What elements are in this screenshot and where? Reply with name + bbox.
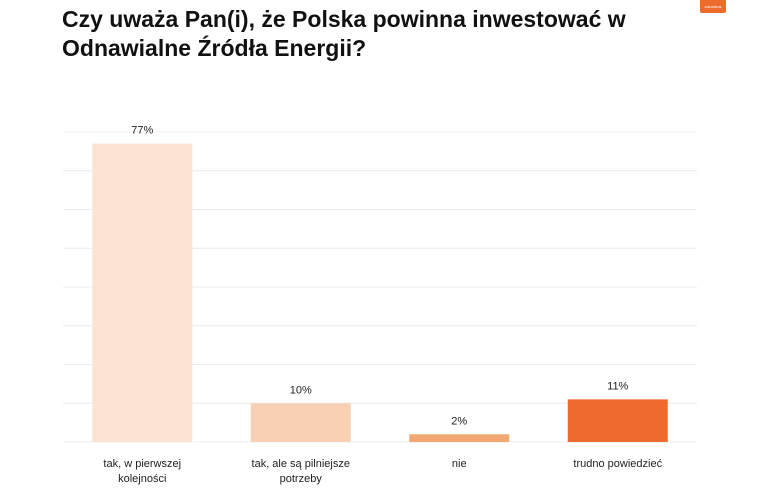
bar [409,434,510,442]
value-label: 10% [290,384,312,396]
chart-title: Czy uważa Pan(i), że Polska powinna inwe… [62,6,626,61]
category-labels: tak, w pierwszej kolejności tak, ale są pi… [103,458,662,485]
category-label: kolejności [118,473,166,485]
category-label: tak, w pierwszej [103,458,181,470]
brand-logo: columbus [700,0,726,13]
category-label: nie [452,458,467,470]
bar [250,403,351,442]
bar [567,399,668,442]
value-labels: 77% 10% 2% 11% [131,125,628,428]
bar [92,143,193,442]
value-label: 11% [607,380,628,392]
value-label: 2% [451,415,467,427]
category-label: potrzeby [280,473,323,485]
category-label: tak, ale są pilniejsze [252,458,350,470]
category-label: trudno powiedzieć [573,458,662,470]
bars [92,143,668,442]
value-label: 77% [131,125,153,137]
